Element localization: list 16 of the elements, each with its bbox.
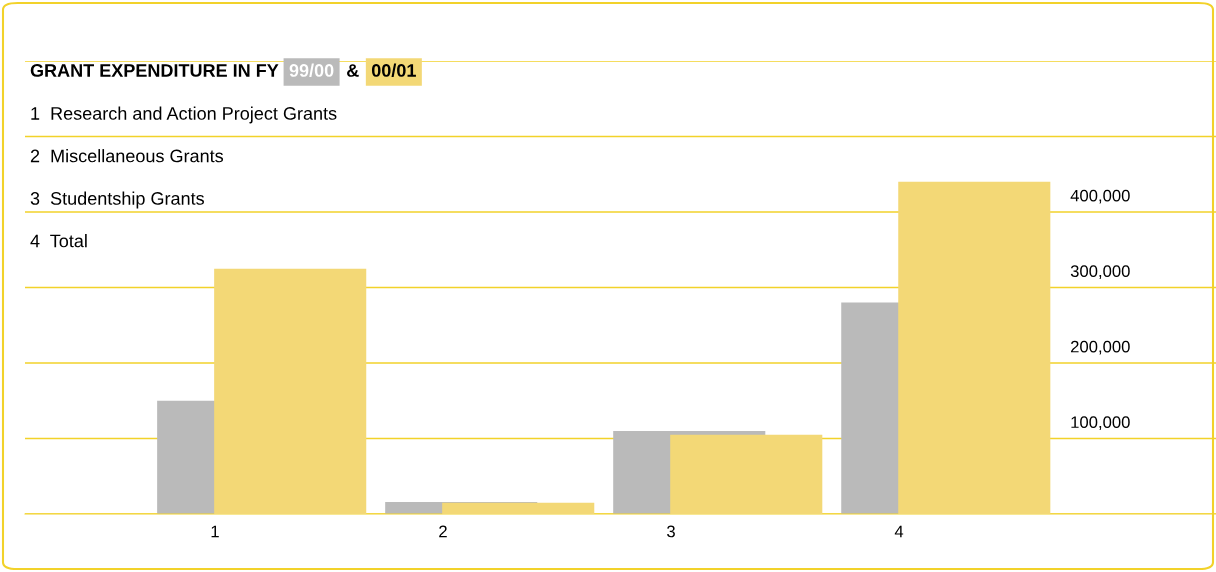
y-tick-label: 400,000	[1070, 189, 1130, 204]
text: 99/00	[289, 63, 334, 78]
y-tick-label: 100,000	[1071, 416, 1130, 431]
y-tick-label: 200,000	[1071, 340, 1130, 355]
x-tick-label: 3	[667, 525, 675, 538]
x-tick-label: 2	[439, 525, 447, 538]
y-tick-label: 300,000	[1070, 265, 1130, 280]
x-tick-label: 4	[894, 525, 904, 538]
text: 4 Total	[30, 234, 87, 248]
annotation: &	[347, 64, 359, 77]
annotation: 3 Studentship Grants	[30, 191, 204, 209]
text: 00/01	[371, 63, 416, 78]
x-tick-label: 1	[211, 525, 219, 538]
annotation: 2 Miscellaneous Grants	[30, 149, 224, 163]
chart-title: GRANT EXPENDITURE IN FY	[30, 64, 279, 77]
annotation: 1 Research and Action Project Grants	[31, 106, 337, 124]
